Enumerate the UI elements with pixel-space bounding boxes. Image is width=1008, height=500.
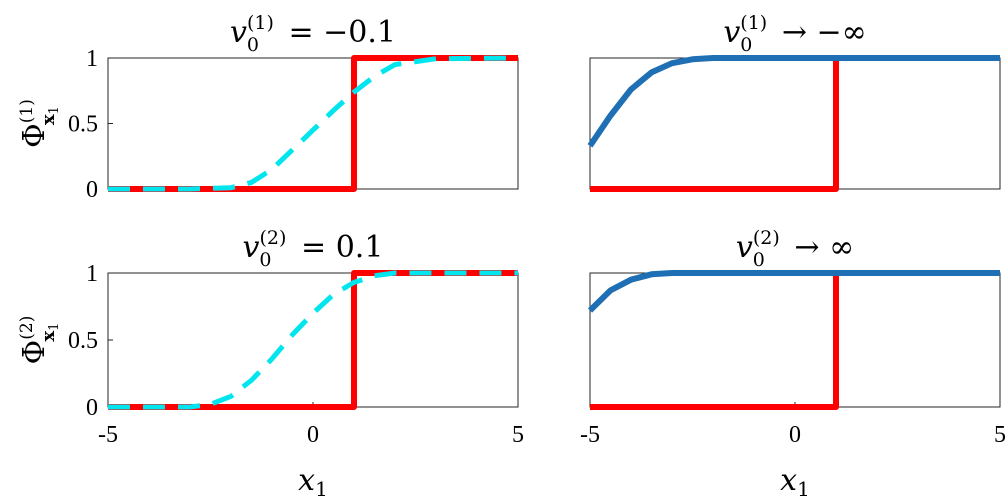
x-tick-label: -5 (580, 422, 600, 448)
series-line-1 (590, 270, 1000, 410)
series-line-1 (590, 55, 1000, 192)
title-superscript: (2) (753, 227, 780, 249)
subplot-bottom-right: -5 0 5v(2) 0 → ∞x1 (580, 227, 1006, 500)
ylabel-subscript: x (38, 331, 59, 342)
title-subscript: 0 (247, 34, 259, 56)
x-tick-label: 5 (512, 422, 524, 448)
series-line-1 (108, 270, 518, 410)
title-symbol: v (723, 15, 740, 50)
y-tick-label: 0.5 (68, 112, 98, 138)
x-tick-label: 0 (789, 422, 801, 448)
title-superscript: (2) (260, 227, 287, 249)
y-axis-label: Φ(2)x1 (17, 316, 62, 365)
y-tick-label: 0 (86, 395, 98, 421)
axes-frame (107, 272, 519, 408)
series-line-2 (108, 55, 519, 192)
title-subscript: 0 (259, 249, 271, 271)
y-tick-label: 0 (86, 177, 98, 203)
x-tick-label: 0 (307, 422, 319, 448)
x-axis-label: x1 (780, 463, 810, 500)
x-tick-label: -5 (98, 422, 118, 448)
subplot-top-right: v(1) 0 → −∞ (587, 12, 1001, 192)
subplot-title: v(1) 0 = −0.1 (230, 12, 396, 56)
series-line-2 (587, 55, 1000, 148)
title-symbol: v (230, 15, 247, 50)
title-rest: → −∞ (772, 15, 866, 50)
title-symbol: v (736, 230, 753, 265)
series-line-1 (108, 55, 518, 192)
axes-frame (589, 272, 1001, 408)
title-subscript: 0 (740, 34, 752, 56)
title-superscript: (1) (247, 12, 274, 34)
ylabel-superscript: (1) (17, 99, 37, 123)
x-tick-label: 5 (994, 422, 1006, 448)
title-rest: = −0.1 (279, 15, 396, 50)
y-axis-label: Φ(1)x1 (17, 99, 62, 148)
ylabel-subscript: x (38, 114, 59, 125)
series-line-2 (587, 270, 1000, 313)
x-axis-label: x1 (298, 463, 328, 500)
ylabel-subsubscript: 1 (47, 106, 62, 114)
y-tick-label: 1 (86, 46, 98, 72)
title-rest: → ∞ (785, 230, 854, 265)
axes-frame (107, 57, 519, 190)
ylabel-symbol: Φ (17, 340, 52, 365)
ylabel-superscript: (2) (17, 316, 37, 340)
subplot-top-left: 00.51v(1) 0 = −0.1Φ(1)x1 (17, 12, 519, 203)
series-line-2 (108, 270, 518, 410)
y-tick-label: 1 (86, 261, 98, 287)
subplot-title: v(2) 0 = 0.1 (243, 227, 384, 271)
ylabel-subsubscript: 1 (47, 323, 62, 331)
title-superscript: (1) (740, 12, 767, 34)
title-symbol: v (243, 230, 260, 265)
ylabel-symbol: Φ (17, 123, 52, 148)
y-tick-label: 0.5 (68, 328, 98, 354)
subplot-title: v(1) 0 → −∞ (723, 12, 866, 56)
title-subscript: 0 (753, 249, 765, 271)
subplot-title: v(2) 0 → ∞ (736, 227, 854, 271)
title-rest: = 0.1 (292, 230, 384, 265)
axes-frame (589, 57, 1001, 190)
